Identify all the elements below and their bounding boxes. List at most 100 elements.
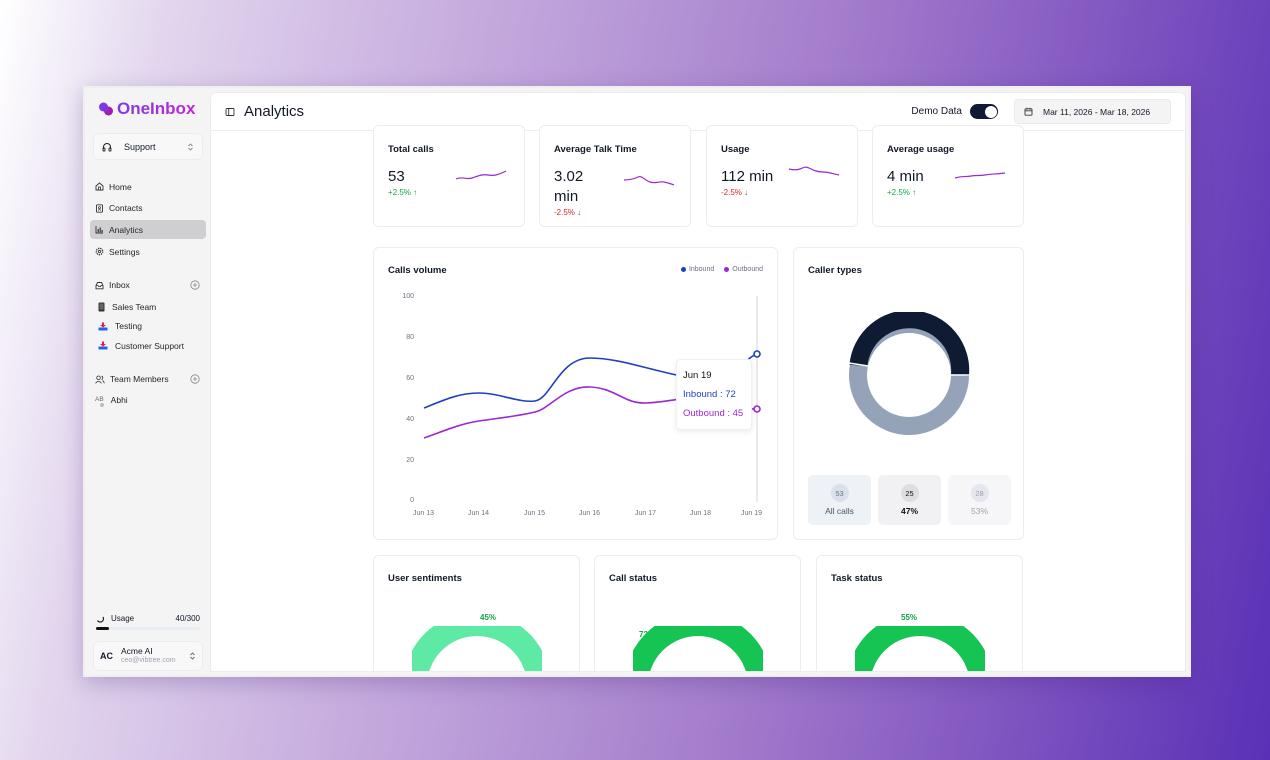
stat-card-average-talk-time: Average Talk Time 3.02 min -2.5% ↓ — [539, 125, 691, 227]
task-status-card: Task status 55% — [816, 555, 1023, 672]
call-status-title: Call status — [609, 573, 658, 584]
team-member-abhi[interactable]: AB Abhi — [90, 390, 206, 410]
nav-item-home[interactable]: Home — [90, 177, 206, 196]
nav-item-analytics[interactable]: Analytics — [90, 220, 206, 240]
stat-title: Average Talk Time — [554, 144, 637, 155]
task-status-donut[interactable] — [855, 626, 985, 672]
caller-stat-type-a[interactable]: 25 47% — [878, 475, 941, 525]
stat-change: +2.5% ↑ — [388, 188, 418, 197]
account-switcher[interactable]: AC Acme AI ceo@vibtree.com — [93, 641, 203, 671]
usage-meter: Usage 40/300 — [96, 614, 200, 630]
caller-types-stats: 53 All calls 25 47% 28 53% — [808, 475, 1011, 525]
legend-inbound[interactable]: Inbound — [680, 266, 714, 273]
user-sentiments-donut[interactable] — [412, 626, 542, 672]
sentiment-pct: 45% — [480, 613, 497, 622]
stat-value: 4 min — [887, 168, 924, 185]
app-window: OneInbox Support Home Contacts Analytics — [83, 86, 1191, 677]
stat-change: +2.5% ↑ — [887, 188, 917, 197]
main-nav: Home Contacts Analytics Settings — [90, 177, 206, 264]
team-members-label: Team Members — [110, 374, 169, 384]
account-avatar: AC — [100, 651, 113, 661]
tooltip-inbound: Inbound : 72 — [683, 389, 736, 400]
date-range-text: Mar 11, 2026 - Mar 18, 2026 — [1043, 106, 1151, 117]
add-inbox-icon[interactable] — [190, 280, 200, 290]
account-name: Acme AI — [121, 646, 153, 657]
user-sentiments-card: User sentiments 45% — [373, 555, 580, 672]
team-members-header[interactable]: Team Members — [90, 371, 206, 387]
chart-tooltip: Jun 19 Inbound : 72 Outbound : 45 — [676, 359, 752, 430]
stat-value-unit: min — [554, 188, 579, 205]
caller-stat-type-b[interactable]: 28 53% — [948, 475, 1011, 525]
tooltip-outbound: Outbound : 45 — [683, 408, 744, 419]
usage-label: Usage — [111, 614, 135, 623]
inbox-section: Inbox Sales Team Testing Customer Suppor… — [90, 277, 206, 356]
member-name: Abhi — [110, 394, 128, 405]
sidebar-toggle-icon[interactable] — [225, 107, 235, 117]
inbox-item-testing[interactable]: Testing — [90, 317, 206, 337]
inbox-item-label: Customer Support — [115, 340, 184, 351]
nav-label: Contacts — [109, 203, 143, 214]
stat-value: 3.02 — [554, 168, 584, 185]
caller-types-donut[interactable] — [846, 312, 972, 438]
topbar: Analytics Demo Data Mar 11, 2026 - Mar 1… — [211, 93, 1185, 131]
tooltip-date: Jun 19 — [683, 370, 712, 381]
inbox-item-sales-team[interactable]: Sales Team — [90, 297, 206, 317]
dashboard-content: Total calls 53 +2.5% ↑ Average Talk Time… — [211, 125, 1185, 672]
stat-value: 53 — [388, 168, 405, 185]
caller-types-card: Caller types 53 All calls 25 — [793, 247, 1024, 540]
nav-item-settings[interactable]: Settings — [90, 242, 206, 261]
nav-label: Home — [109, 181, 132, 192]
stat-card-total-calls: Total calls 53 +2.5% ↑ — [373, 125, 525, 227]
workspace-selector[interactable]: Support — [93, 133, 203, 160]
logo-icon — [99, 102, 113, 116]
gear-icon — [95, 247, 104, 256]
team-section: Team Members AB Abhi — [90, 371, 206, 410]
sparkline — [954, 172, 1006, 179]
logo[interactable]: OneInbox — [98, 99, 195, 119]
stat-change: -2.5% ↓ — [721, 188, 749, 197]
sparkline — [623, 175, 675, 186]
demo-data-toggle[interactable] — [970, 104, 998, 119]
chevron-up-down-icon — [190, 652, 195, 660]
member-avatar: AB — [95, 396, 104, 404]
inbox-tray-icon — [98, 322, 108, 331]
home-icon — [95, 182, 104, 191]
stat-change: -2.5% ↓ — [554, 208, 582, 217]
sparkline — [788, 166, 840, 176]
caller-types-title: Caller types — [808, 265, 862, 276]
stat-card-average-usage: Average usage 4 min +2.5% ↑ — [872, 125, 1024, 227]
stat-value: 112 min — [721, 168, 774, 185]
headphones-icon — [102, 142, 112, 151]
users-icon — [95, 375, 105, 384]
demo-data-label: Demo Data — [911, 106, 962, 117]
stat-title: Average usage — [887, 144, 955, 155]
inbox-header[interactable]: Inbox — [90, 277, 206, 293]
usage-progress-bar — [96, 627, 200, 630]
presence-dot — [100, 403, 104, 407]
main-panel: Analytics Demo Data Mar 11, 2026 - Mar 1… — [210, 92, 1186, 672]
bar-chart-icon — [95, 225, 104, 234]
page-title: Analytics — [244, 103, 305, 120]
usage-value: 40/300 — [175, 614, 200, 623]
stat-title: Total calls — [388, 144, 434, 155]
legend-outbound[interactable]: Outbound — [724, 266, 763, 273]
caller-stat-all[interactable]: 53 All calls — [808, 475, 871, 525]
task-status-pct: 55% — [901, 613, 918, 622]
task-status-title: Task status — [831, 573, 883, 584]
inbox-label: Inbox — [109, 280, 130, 290]
calls-volume-title: Calls volume — [388, 265, 447, 276]
inbox-item-customer-support[interactable]: Customer Support — [90, 336, 206, 356]
call-status-donut[interactable] — [633, 626, 763, 672]
y-axis: 100 80 60 40 20 0 — [402, 293, 414, 504]
chart-legend: Inbound Outbound — [680, 266, 763, 273]
stat-title: Usage — [721, 144, 750, 155]
app-name: OneInbox — [117, 99, 196, 118]
call-status-card: Call status 72% — [594, 555, 801, 672]
add-member-icon[interactable] — [190, 374, 200, 384]
inbox-icon — [95, 281, 104, 289]
nav-item-contacts[interactable]: Contacts — [90, 199, 206, 218]
stat-card-usage: Usage 112 min -2.5% ↓ — [706, 125, 858, 227]
nav-label: Settings — [109, 246, 140, 257]
date-range-picker[interactable]: Mar 11, 2026 - Mar 18, 2026 — [1014, 99, 1171, 124]
account-email: ceo@vibtree.com — [121, 656, 176, 664]
